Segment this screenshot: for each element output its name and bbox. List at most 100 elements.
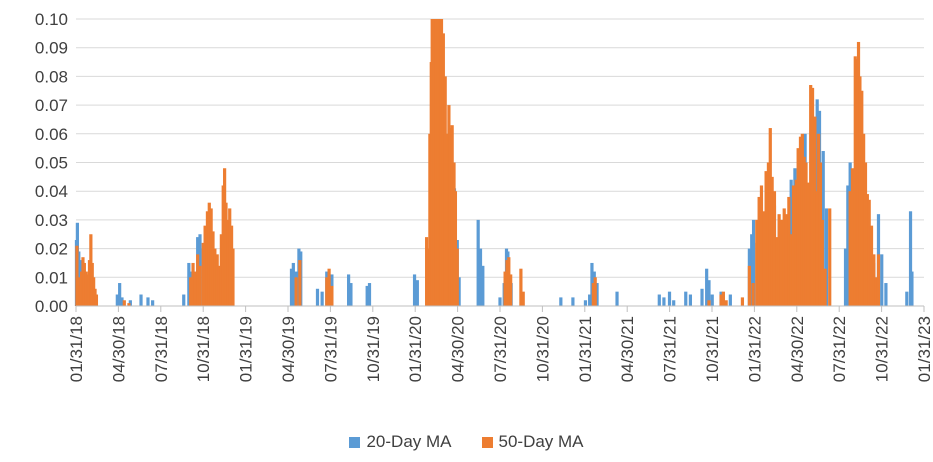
bar-20-day-ma: [710, 294, 714, 306]
bar-50-day-ma: [82, 262, 86, 306]
bar-50-day-ma: [862, 133, 866, 306]
bar-50-day-ma: [816, 133, 821, 306]
bar-20-day-ma: [705, 268, 709, 306]
bar-20-day-ma: [908, 211, 913, 306]
bar-50-day-ma: [78, 285, 82, 306]
x-tick-label: 04/30/19: [279, 316, 298, 382]
bar-50-day-ma: [521, 291, 525, 306]
bar-50-day-ma: [802, 156, 806, 306]
bar-50-day-ma: [507, 257, 511, 306]
y-tick-label: 0.00: [35, 297, 68, 316]
bar-50-day-ma: [794, 179, 798, 306]
bar-50-day-ma: [203, 225, 207, 306]
bar-20-day-ma: [349, 283, 353, 306]
bar-20-day-ma: [182, 294, 186, 306]
bar-20-day-ma: [688, 294, 693, 306]
bar-50-day-ma: [867, 199, 871, 306]
bar-50-day-ma: [724, 300, 728, 306]
x-tick-label: 10/31/19: [364, 316, 383, 382]
y-tick-label: 0.01: [35, 268, 68, 287]
x-tick-label: 07/31/22: [830, 316, 849, 382]
bar-50-day-ma: [789, 234, 793, 306]
bar-20-day-ma: [595, 283, 599, 306]
bar-50-day-ma: [432, 19, 436, 306]
bar-50-day-ma: [798, 136, 803, 306]
bar-50-day-ma: [818, 162, 823, 306]
x-tick-label: 10/31/21: [703, 316, 722, 382]
bar-50-day-ma: [127, 303, 131, 306]
bar-50-day-ma: [796, 148, 800, 306]
bar-50-day-ma: [828, 208, 832, 306]
bar-20-day-ma: [684, 291, 688, 306]
bar-50-day-ma: [213, 248, 217, 306]
bar-50-day-ma: [850, 168, 855, 306]
bar-50-day-ma: [768, 128, 772, 306]
bar-20-day-ma: [115, 294, 119, 306]
bar-50-day-ma: [719, 294, 723, 306]
bar-50-day-ma: [860, 90, 864, 306]
bar-50-day-ma: [874, 277, 878, 306]
bar-20-day-ma: [910, 271, 914, 306]
bar-50-day-ma: [439, 19, 444, 306]
y-tick-label: 0.04: [35, 182, 68, 201]
bar-50-day-ma: [84, 271, 88, 306]
bar-20-day-ma: [657, 294, 661, 306]
x-tick-label: 10/31/18: [194, 316, 213, 382]
bar-20-day-ma: [415, 280, 419, 306]
y-tick-label: 0.09: [35, 39, 68, 58]
bar-50-day-ma: [217, 265, 221, 306]
bar-50-day-ma: [863, 162, 868, 306]
bar-50-day-ma: [779, 219, 784, 306]
legend-swatch-20-day-ma: [349, 436, 361, 448]
bar-20-day-ma: [728, 294, 732, 306]
bar-50-day-ma: [519, 268, 523, 306]
bar-50-day-ma: [855, 59, 859, 307]
bar-50-day-ma: [122, 300, 126, 306]
x-tick-label: 07/31/19: [321, 316, 340, 382]
bar-50-day-ma: [782, 208, 786, 306]
y-tick-label: 0.10: [35, 10, 68, 29]
bar-20-day-ma: [707, 280, 711, 306]
bar-20-day-ma: [615, 291, 619, 306]
bar-20-day-ma: [751, 219, 756, 306]
bar-20-day-ma: [412, 274, 417, 306]
bar-50-day-ma: [189, 277, 193, 306]
bar-20-day-ma: [905, 291, 909, 306]
bar-20-day-ma: [750, 234, 754, 306]
bar-50-day-ma: [876, 254, 881, 306]
bar-20-day-ma: [347, 274, 351, 306]
bar-50-day-ma: [848, 191, 852, 306]
bar-20-day-ma: [365, 285, 369, 306]
bar-20-day-ma: [120, 297, 124, 306]
bar-50-day-ma: [209, 208, 213, 306]
x-tick-label: 01/31/23: [915, 316, 933, 382]
bar-50-day-ma: [791, 185, 796, 306]
bar-50-day-ma: [764, 171, 768, 306]
bar-50-day-ma: [75, 245, 79, 306]
bar-50-day-ma: [327, 268, 331, 306]
legend-label-50-day-ma: 50-Day MA: [498, 432, 584, 451]
bar-20-day-ma: [880, 254, 884, 306]
bar-20-day-ma: [588, 294, 592, 306]
x-tick-label: 01/31/18: [67, 316, 86, 382]
bar-50-day-ma: [191, 262, 195, 306]
bar-20-day-ma: [700, 288, 704, 306]
bar-20-day-ma: [187, 262, 191, 306]
y-tick-label: 0.08: [35, 67, 68, 86]
bar-50-day-ma: [207, 202, 211, 306]
bar-20-day-ma: [118, 283, 122, 306]
bar-50-day-ma: [858, 76, 862, 307]
bar-50-day-ma: [445, 133, 449, 306]
bar-50-day-ma: [757, 196, 761, 306]
bar-50-day-ma: [865, 194, 869, 306]
bar-20-day-ma: [667, 291, 672, 306]
bar-50-day-ma: [224, 202, 228, 306]
x-tick-label: 01/31/19: [237, 316, 256, 382]
x-tick-label: 04/30/21: [618, 316, 637, 382]
bar-20-day-ma: [289, 268, 294, 306]
bar-50-day-ma: [505, 260, 509, 306]
bar-50-day-ma: [806, 182, 810, 306]
bar-50-day-ma: [740, 297, 745, 306]
bar-50-day-ma: [448, 128, 452, 306]
